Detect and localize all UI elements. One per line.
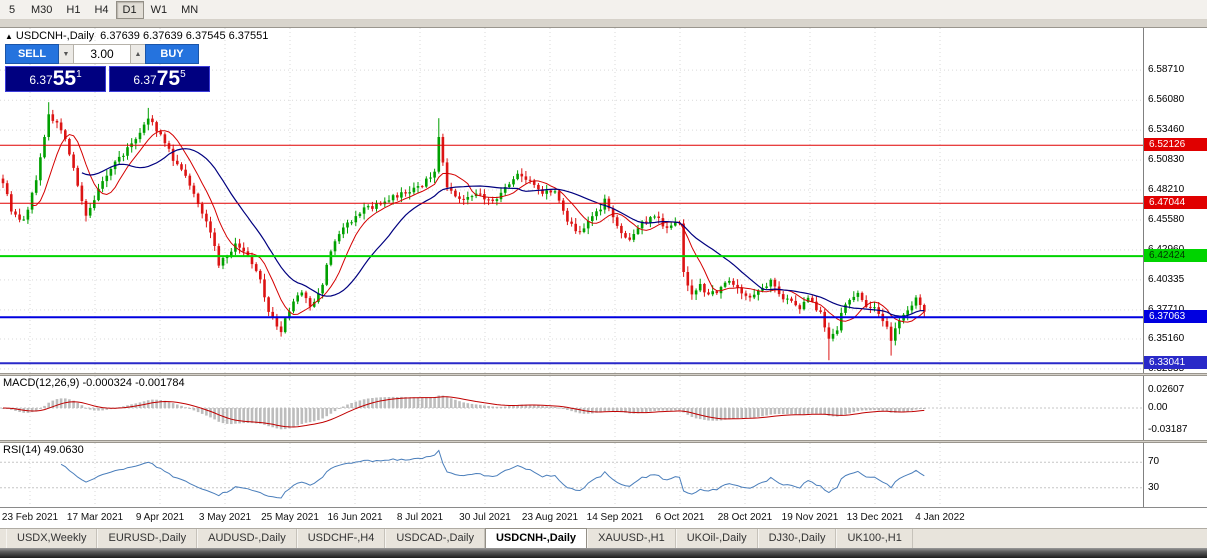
price-axis-label: 6.35160: [1148, 332, 1185, 344]
date-axis-label: 8 Jul 2021: [396, 512, 444, 523]
chart-title: ▲ USDCNH-,Daily 6.37639 6.37639 6.37545 6.…: [5, 30, 268, 42]
rsi-axis-label: 70: [1148, 456, 1160, 468]
date-axis-label: 13 Dec 2021: [846, 512, 904, 523]
rsi-resize-separator[interactable]: [0, 440, 1207, 443]
timeframe-button-5[interactable]: 5: [8, 3, 16, 16]
date-axis-label: 4 Jan 2022: [915, 512, 965, 523]
buy-button[interactable]: BUY: [145, 44, 199, 64]
window-bottom-edge: [0, 548, 1207, 558]
chart-tab-usdx-weekly[interactable]: USDX,Weekly: [6, 529, 98, 548]
chart-tab-xauusd-h1[interactable]: XAUUSD-,H1: [587, 529, 676, 548]
date-axis-label: 19 Nov 2021: [781, 512, 839, 523]
date-axis-label: 25 May 2021: [261, 512, 319, 523]
chart-ohlc: 6.37639 6.37639 6.37545 6.37551: [100, 30, 269, 42]
bid-point: 1: [76, 69, 82, 80]
price-axis-label: 6.53460: [1148, 124, 1185, 136]
date-axis-label: 23 Feb 2021: [1, 512, 59, 523]
chart-tab-usdcad-daily[interactable]: USDCAD-,Daily: [385, 529, 485, 548]
timeframe-toolbar: 5 M30 H1 H4 D1 W1 MN: [0, 0, 1207, 20]
price-axis-label: 6.48210: [1148, 183, 1185, 195]
price-axis-label: 6.56080: [1148, 94, 1185, 106]
macd-panel[interactable]: MACD(12,26,9) -0.000324 -0.001784: [0, 376, 1143, 440]
date-axis-label: 3 May 2021: [198, 512, 252, 523]
timeframe-button-m30[interactable]: M30: [31, 3, 53, 16]
chart-symbol: USDCNH-,Daily: [15, 30, 95, 42]
timeframe-button-mn[interactable]: MN: [181, 3, 199, 16]
price-axis-label: 6.40335: [1148, 273, 1185, 285]
chart-tab-dj30-daily[interactable]: DJ30-,Daily: [757, 529, 837, 548]
timeframe-button-w1[interactable]: W1: [150, 3, 168, 16]
chart-tab-usdchf-h4[interactable]: USDCHF-,H4: [296, 529, 386, 548]
price-tag: 6.52126: [1144, 138, 1207, 152]
price-axis-label: 6.37710: [1148, 304, 1184, 316]
price-axis-label: 6.58710: [1148, 64, 1185, 76]
macd-label: MACD(12,26,9) -0.000324 -0.001784: [3, 377, 185, 389]
chart-tab-eurusd-daily[interactable]: EURUSD-,Daily: [97, 529, 198, 548]
price-axis-label: 6.50830: [1148, 154, 1185, 166]
chart-tab-ukoil-daily[interactable]: UKOil-,Daily: [675, 529, 758, 548]
macd-chart[interactable]: [0, 376, 1143, 440]
date-axis-label: 6 Oct 2021: [655, 512, 705, 523]
timeframe-button-h4[interactable]: H4: [94, 3, 109, 16]
macd-axis-label: 0.00: [1148, 402, 1168, 413]
date-axis-label: 28 Oct 2021: [717, 512, 773, 523]
timeframe-button-d1[interactable]: D1: [115, 0, 144, 19]
date-axis-border: [0, 507, 1207, 508]
date-axis-label: 30 Jul 2021: [459, 512, 511, 523]
bid-pips: 55: [52, 67, 77, 90]
chart-tab-uk100-h1[interactable]: UK100-,H1: [836, 529, 913, 548]
timeframe-button-h1[interactable]: H1: [66, 3, 81, 16]
ask-prefix: 6.37: [133, 73, 157, 87]
volume-input[interactable]: [73, 44, 131, 64]
chart-tab-audusd-daily[interactable]: AUDUSD-,Daily: [197, 529, 297, 548]
date-axis-label: 14 Sep 2021: [586, 512, 644, 523]
rsi-axis-label: 30: [1148, 481, 1160, 493]
price-tag: 6.33041: [1144, 356, 1207, 370]
candlestick-chart[interactable]: [0, 28, 1143, 373]
volume-down-button[interactable]: ▼: [59, 44, 73, 64]
bid-prefix: 6.37: [29, 73, 53, 87]
macd-resize-separator[interactable]: [0, 373, 1207, 376]
date-axis-label: 17 Mar 2021: [66, 512, 124, 523]
chart-title-arrow-icon: ▲: [5, 32, 13, 41]
price-axis-label: 6.45580: [1148, 214, 1185, 226]
chart-tabs: USDX,Weekly EURUSD-,Daily AUDUSD-,Daily USD…: [0, 528, 1207, 548]
ask-price-display[interactable]: 6.37 75 5: [109, 66, 210, 92]
rsi-chart[interactable]: [0, 443, 1143, 507]
chart-tab-usdcnh-daily[interactable]: USDCNH-,Daily: [484, 528, 588, 548]
ask-point: 5: [180, 69, 186, 80]
macd-axis-label: 0.02607: [1148, 383, 1185, 395]
date-axis-label: 9 Apr 2021: [135, 512, 185, 523]
macd-axis-label: -0.03187: [1148, 424, 1188, 436]
rsi-panel[interactable]: RSI(14) 49.0630: [0, 443, 1143, 507]
bid-price-display[interactable]: 6.37 55 1: [5, 66, 106, 92]
rsi-label: RSI(14) 49.0630: [3, 444, 84, 456]
ask-pips: 75: [156, 67, 181, 90]
date-axis-label: 23 Aug 2021: [521, 512, 579, 523]
date-axis-label: 16 Jun 2021: [327, 512, 383, 523]
price-tag: 6.42424: [1144, 249, 1207, 263]
price-tag: 6.47044: [1144, 196, 1207, 210]
date-axis: 23 Feb 2021 17 Mar 2021 9 Apr 2021 3 May 20…: [0, 508, 1207, 528]
sell-button[interactable]: SELL: [5, 44, 59, 64]
price-axis: 6.58710 6.56080 6.53460 6.50830 6.48210 6.455…: [1143, 28, 1207, 507]
price-tag: 6.37063: [1144, 310, 1207, 324]
volume-up-button[interactable]: ▲: [131, 44, 145, 64]
main-chart-panel[interactable]: ▲ USDCNH-,Daily 6.37639 6.37639 6.37545 6.…: [0, 28, 1143, 373]
chart-window-frame: [0, 20, 1207, 28]
